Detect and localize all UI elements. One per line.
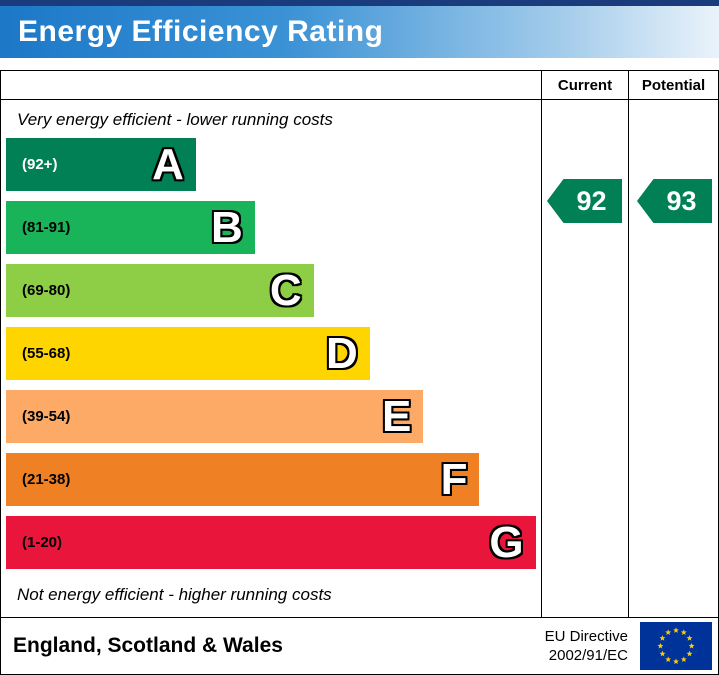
band-f-bar: (21-38) F [6, 453, 480, 506]
potential-rating-value: 93 [666, 185, 697, 216]
band-g: (1-20) G [6, 516, 541, 569]
band-c-range-label: (69-80) [22, 282, 71, 299]
band-e-range-label: (39-54) [22, 408, 71, 425]
band-f-letter: F [440, 454, 468, 504]
band-g-bar: (1-20) G [6, 516, 536, 569]
page-title: Energy Efficiency Rating [18, 15, 384, 48]
band-b-bar: (81-91) B [6, 201, 255, 254]
band-a-letter: A [152, 139, 184, 189]
header-spacer-cell [1, 71, 541, 100]
title-banner: Energy Efficiency Rating [0, 0, 719, 58]
band-e-letter: E [381, 391, 412, 441]
band-a: (92+) A [6, 138, 541, 191]
top-note: Very energy efficient - lower running co… [17, 110, 333, 129]
band-f-range-label: (21-38) [22, 471, 71, 488]
eu-flag-icon [640, 622, 712, 670]
band-e: (39-54) E [6, 390, 541, 443]
bottom-note: Not energy efficient - higher running co… [17, 585, 332, 604]
band-e-bar: (39-54) E [6, 390, 424, 443]
potential-column: 93 [628, 100, 718, 617]
current-column: 92 [541, 100, 628, 617]
band-c-bar: (69-80) C [6, 264, 314, 317]
band-a-range-label: (92+) [22, 156, 58, 173]
eu-directive-line2: 2002/91/EC [548, 647, 628, 664]
band-c: (69-80) C [6, 264, 541, 317]
eu-directive-label: EU Directive 2002/91/EC [545, 627, 628, 666]
band-d-range-label: (55-68) [22, 345, 71, 362]
epc-chart: Current Potential Very energy efficient … [0, 70, 719, 675]
region-label: England, Scotland & Wales [13, 634, 283, 657]
band-b: (81-91) B [6, 201, 541, 254]
band-a-bar: (92+) A [6, 138, 196, 191]
band-c-letter: C [269, 265, 302, 315]
band-f: (21-38) F [6, 453, 541, 506]
band-d-bar: (55-68) D [6, 327, 370, 380]
potential-rating-arrow: 93 [637, 179, 712, 223]
band-d: (55-68) D [6, 327, 541, 380]
current-rating-arrow: 92 [547, 179, 622, 223]
footer: England, Scotland & Wales EU Directive 2… [1, 617, 718, 674]
band-g-letter: G [489, 517, 524, 567]
eu-directive-line1: EU Directive [544, 627, 628, 645]
band-b-letter: B [210, 202, 243, 252]
current-rating-value: 92 [576, 185, 607, 216]
band-list: (92+) A (81-91) B (69-80) C (55-68) [1, 138, 541, 579]
band-g-range-label: (1-20) [22, 534, 63, 551]
current-column-header: Current [541, 71, 628, 100]
band-b-range-label: (81-91) [22, 219, 71, 236]
bands-area: Very energy efficient - lower running co… [1, 100, 541, 617]
potential-column-header: Potential [628, 71, 718, 100]
band-d-letter: D [326, 328, 358, 378]
